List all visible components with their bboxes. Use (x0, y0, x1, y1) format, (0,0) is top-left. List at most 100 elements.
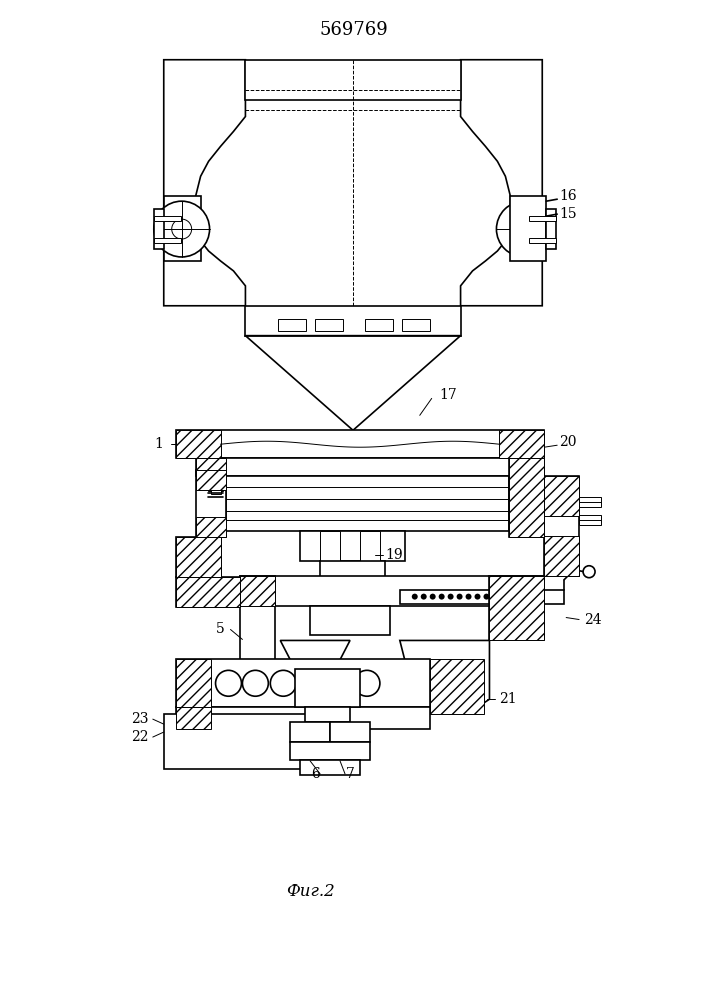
Circle shape (430, 594, 436, 600)
Bar (320, 531, 340, 561)
Bar (291, 722, 330, 742)
Circle shape (501, 594, 508, 600)
Polygon shape (218, 719, 274, 757)
Bar (176, 430, 221, 458)
Circle shape (521, 437, 542, 457)
Bar (579, 515, 601, 525)
Circle shape (176, 718, 216, 758)
Bar (365, 319, 393, 331)
Text: 5: 5 (216, 622, 225, 636)
Bar (402, 319, 430, 331)
Bar (330, 579, 375, 599)
Text: Фиг.2: Фиг.2 (286, 883, 334, 900)
Circle shape (528, 594, 534, 600)
Bar (300, 531, 405, 561)
Bar (296, 669, 360, 707)
Bar (176, 537, 221, 577)
Polygon shape (164, 196, 201, 261)
Circle shape (438, 594, 445, 600)
Text: 7: 7 (346, 767, 354, 781)
Bar (315, 319, 343, 331)
Polygon shape (460, 60, 542, 306)
Polygon shape (245, 336, 460, 430)
Bar (240, 576, 275, 606)
Bar (360, 531, 380, 561)
Circle shape (280, 718, 320, 758)
Circle shape (243, 670, 269, 696)
Text: 15: 15 (559, 207, 577, 221)
Bar (176, 659, 211, 707)
Polygon shape (280, 640, 350, 669)
Bar (489, 576, 544, 640)
Bar (544, 536, 579, 576)
Circle shape (226, 718, 265, 758)
Bar (196, 458, 539, 476)
Bar (196, 470, 226, 537)
Bar (240, 576, 544, 606)
Bar (176, 707, 211, 729)
Circle shape (493, 594, 498, 600)
Text: 23: 23 (132, 712, 148, 726)
Polygon shape (510, 196, 547, 261)
Circle shape (496, 201, 552, 257)
Circle shape (474, 594, 481, 600)
Circle shape (172, 219, 192, 239)
Bar (211, 490, 221, 494)
Bar (154, 238, 181, 243)
Polygon shape (400, 640, 489, 714)
Circle shape (421, 594, 427, 600)
Bar (509, 576, 544, 606)
Text: 1: 1 (154, 437, 163, 451)
Bar (509, 458, 539, 476)
Bar (340, 599, 365, 614)
Bar (305, 707, 350, 722)
Bar (320, 561, 385, 579)
Circle shape (354, 670, 380, 696)
Bar (499, 430, 544, 458)
Text: 569769: 569769 (320, 21, 388, 39)
Bar (226, 476, 509, 531)
Bar (579, 497, 601, 507)
Circle shape (583, 566, 595, 578)
Bar (509, 458, 544, 537)
Circle shape (527, 443, 535, 451)
Text: 16: 16 (559, 189, 577, 203)
Bar (208, 483, 223, 491)
Bar (530, 238, 556, 243)
Circle shape (411, 594, 418, 600)
Bar (430, 659, 484, 714)
Circle shape (154, 201, 209, 257)
Bar (279, 319, 306, 331)
Bar (330, 722, 370, 742)
Bar (310, 606, 390, 635)
Bar (489, 576, 544, 640)
Bar (154, 216, 181, 221)
Circle shape (484, 594, 489, 600)
Circle shape (515, 219, 534, 239)
Bar (176, 430, 544, 458)
Bar (196, 517, 226, 537)
Bar (176, 707, 430, 729)
Bar (176, 577, 240, 607)
Polygon shape (245, 306, 460, 336)
Bar (176, 659, 430, 707)
Circle shape (448, 594, 454, 600)
Bar (154, 209, 164, 249)
Circle shape (216, 670, 242, 696)
Circle shape (537, 594, 543, 600)
Bar (164, 714, 338, 769)
Text: 6: 6 (311, 767, 320, 781)
Text: 17: 17 (440, 388, 457, 402)
Circle shape (270, 670, 296, 696)
Bar (176, 537, 221, 577)
Polygon shape (168, 719, 223, 757)
Bar (547, 209, 556, 249)
Bar (400, 590, 564, 604)
Text: 22: 22 (132, 730, 148, 744)
Bar (291, 742, 370, 760)
Circle shape (298, 670, 324, 696)
Bar (300, 760, 360, 775)
Polygon shape (164, 60, 245, 306)
Text: 24: 24 (584, 613, 602, 627)
Bar (176, 577, 240, 607)
